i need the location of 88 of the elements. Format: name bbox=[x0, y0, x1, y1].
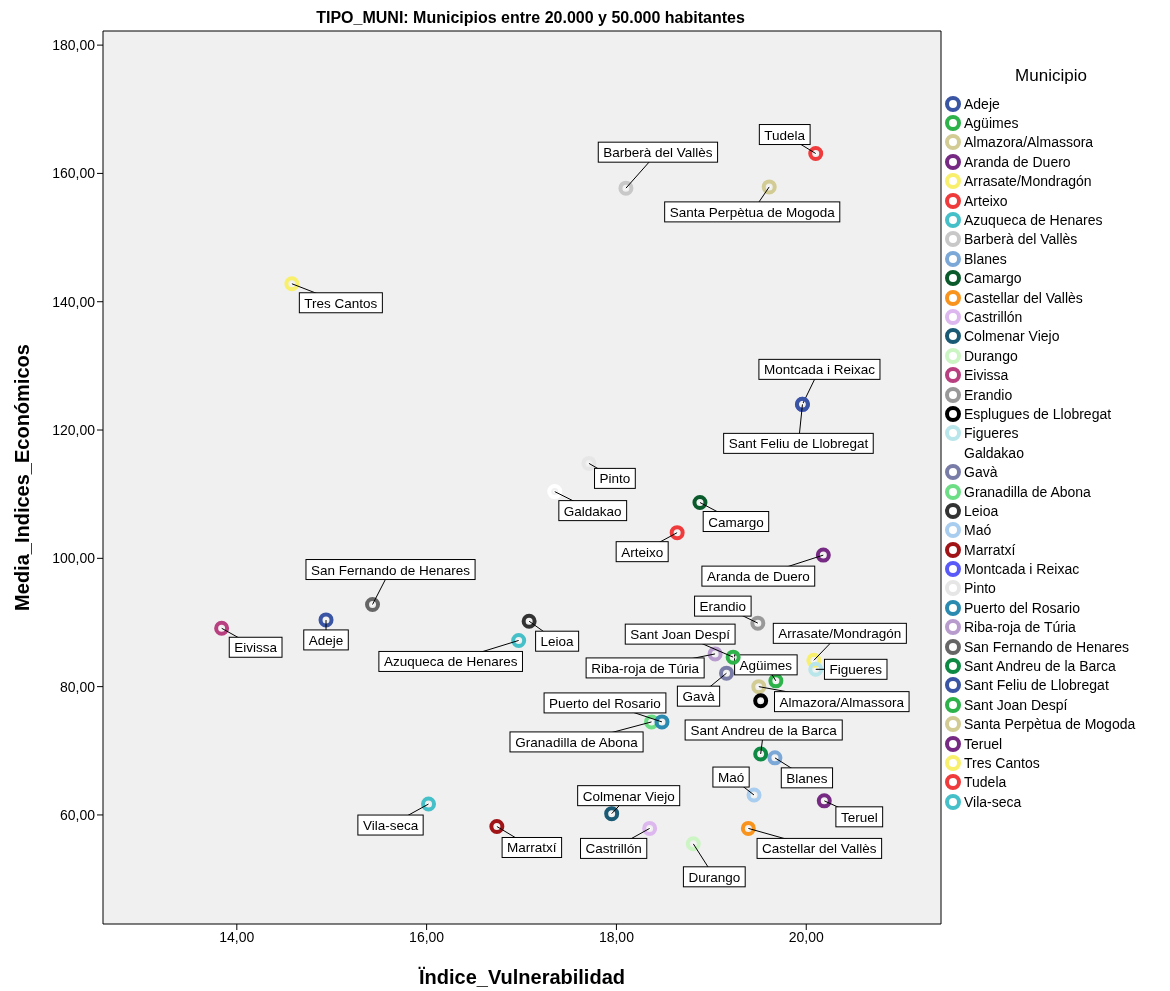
text: Figueres bbox=[829, 662, 882, 678]
text: Santa Perpètua de Mogoda bbox=[669, 204, 835, 220]
legend-label: Sant Joan Despí bbox=[964, 696, 1068, 713]
legend-label: Arrasate/Mondragón bbox=[964, 173, 1092, 190]
text: San Fernando de Henares bbox=[310, 562, 471, 578]
legend-label: Sant Andreu de la Barca bbox=[964, 658, 1116, 675]
legend-label: Erandio bbox=[964, 386, 1013, 403]
legend-label: Eivissa bbox=[964, 367, 1009, 384]
x-tick-label: 20,00 bbox=[788, 928, 824, 945]
legend-label: Figueres bbox=[964, 425, 1019, 442]
legend-label: Agüimes bbox=[964, 115, 1019, 132]
y-tick-label: 160,00 bbox=[52, 165, 96, 182]
legend-label: Arteixo bbox=[964, 192, 1008, 209]
legend-label: Colmenar Viejo bbox=[964, 328, 1060, 345]
legend-label: Durango bbox=[964, 347, 1018, 364]
x-tick-label: 18,00 bbox=[598, 928, 635, 945]
x-tick-label: 16,00 bbox=[409, 928, 445, 945]
legend-label: Maó bbox=[964, 522, 992, 539]
text: Sant Joan Despí bbox=[630, 627, 731, 643]
text: Eivissa bbox=[234, 640, 278, 656]
text: Blanes bbox=[786, 770, 828, 786]
text: Maó bbox=[717, 770, 745, 786]
legend-label: Azuqueca de Henares bbox=[964, 212, 1103, 229]
text: Sant Feliu de Llobregat bbox=[728, 436, 869, 452]
legend-label: Vila-seca bbox=[964, 793, 1022, 810]
text: Montcada i Reixac bbox=[763, 362, 875, 378]
text: Tres Cantos bbox=[304, 295, 378, 311]
text: Sant Andreu de la Barca bbox=[690, 723, 837, 738]
text: Almazora/Almassora bbox=[779, 694, 905, 710]
legend-label: Sant Feliu de Llobregat bbox=[964, 677, 1109, 694]
legend-label: Granadilla de Abona bbox=[964, 483, 1091, 500]
legend-title: Municipio bbox=[1014, 66, 1088, 86]
text: Durango bbox=[688, 869, 741, 885]
legend-label: Tudela bbox=[964, 774, 1007, 791]
text: Leioa bbox=[540, 634, 574, 650]
legend-label: Tres Cantos bbox=[964, 754, 1040, 771]
legend-label: Gavà bbox=[964, 464, 998, 481]
legend-label: Aranda de Duero bbox=[964, 153, 1071, 170]
y-tick-label: 140,00 bbox=[52, 293, 96, 310]
text: Arteixo bbox=[621, 544, 664, 560]
text: Barberà del Vallès bbox=[603, 145, 713, 161]
text: Colmenar Viejo bbox=[582, 788, 675, 804]
y-tick-label: 80,00 bbox=[59, 678, 96, 695]
text: Gavà bbox=[682, 689, 715, 705]
text: Teruel bbox=[840, 809, 878, 825]
legend-label: Teruel bbox=[964, 735, 1003, 752]
text: Erandio bbox=[699, 599, 747, 615]
legend-label: Barberà del Vallès bbox=[964, 231, 1078, 248]
x-tick-label: 14,00 bbox=[219, 928, 255, 945]
text: Arrasate/Mondragón bbox=[778, 626, 902, 642]
text: Pinto bbox=[599, 471, 631, 487]
legend-label: Puerto del Rosario bbox=[964, 599, 1080, 616]
y-tick-label: 100,00 bbox=[52, 550, 96, 567]
text: Galdakao bbox=[964, 444, 1024, 461]
y-axis-title: Media_Indices_Económicos bbox=[11, 344, 34, 611]
legend-label: Almazora/Almassora bbox=[964, 134, 1094, 151]
text: Granadilla de Abona bbox=[515, 734, 638, 750]
text: Castrillón bbox=[585, 841, 642, 857]
text: Marratxí bbox=[507, 840, 557, 856]
legend-label: Leioa bbox=[964, 502, 999, 519]
text: Puerto del Rosario bbox=[549, 695, 661, 711]
y-tick-label: 180,00 bbox=[52, 37, 96, 54]
legend-label: Castellar del Vallès bbox=[964, 289, 1083, 306]
text: Adeje bbox=[308, 632, 344, 648]
chart-title: TIPO_MUNI: Municipios entre 20.000 y 50.000 habitantes bbox=[315, 8, 746, 28]
legend-label: Esplugues de Llobregat bbox=[964, 405, 1112, 422]
legend-label: Marratxí bbox=[964, 541, 1016, 558]
text: Azuqueca de Henares bbox=[383, 654, 518, 670]
text: Tudela bbox=[764, 127, 806, 143]
series-label: Galdakao bbox=[563, 503, 622, 519]
legend-label: Montcada i Reixac bbox=[964, 561, 1080, 578]
text: Camargo bbox=[708, 514, 764, 530]
legend-label: Riba-roja de Túria bbox=[964, 619, 1076, 636]
text: Castellar del Vallès bbox=[762, 841, 877, 857]
text: Vila-seca bbox=[362, 818, 419, 834]
text: Riba-roja de Túria bbox=[591, 660, 700, 676]
legend-label: San Fernando de Henares bbox=[964, 638, 1129, 655]
y-tick-label: 60,00 bbox=[59, 806, 96, 823]
legend-label: Adeje bbox=[964, 95, 1000, 112]
legend-label: Blanes bbox=[964, 250, 1007, 267]
legend-label: Castrillón bbox=[964, 308, 1023, 325]
legend-label: Camargo bbox=[964, 270, 1022, 287]
legend-label: Santa Perpètua de Mogoda bbox=[964, 716, 1136, 733]
y-tick-label: 120,00 bbox=[52, 422, 96, 438]
x-axis-title: Ïndice_Vulnerabilidad bbox=[418, 966, 625, 988]
text: Aranda de Duero bbox=[706, 569, 810, 585]
text: Agüimes bbox=[739, 657, 793, 673]
legend-label: Pinto bbox=[964, 580, 996, 597]
